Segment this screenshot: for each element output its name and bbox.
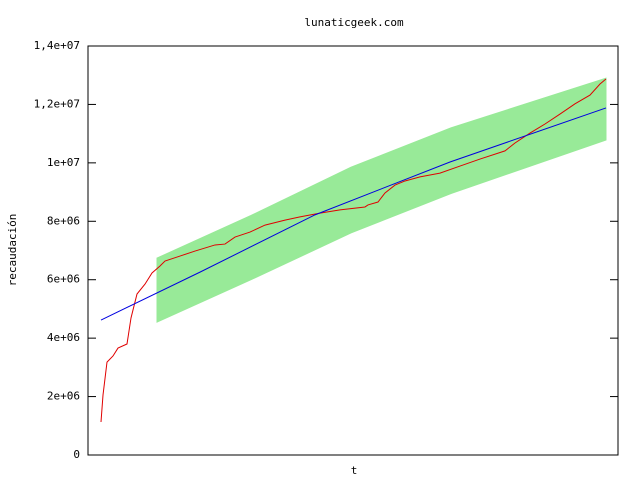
y-axis-label: recaudación: [6, 214, 19, 287]
y-tick-label: 8e+06: [47, 214, 80, 227]
x-axis-label: t: [351, 464, 358, 477]
y-tick-label: 1e+07: [47, 156, 80, 169]
y-tick-label: 4e+06: [47, 331, 80, 344]
y-tick-label: 0: [73, 448, 80, 461]
data-line: [100, 78, 607, 423]
chart-title: lunaticgeek.com: [304, 16, 404, 29]
y-tick-label: 1,4e+07: [34, 39, 80, 52]
confidence-band: [156, 77, 607, 323]
y-tick-label: 2e+06: [47, 390, 80, 403]
y-tick-label: 6e+06: [47, 273, 80, 286]
data-line: [100, 107, 607, 321]
y-tick-label: 1,2e+07: [34, 97, 80, 110]
plot-border: [87, 45, 619, 456]
